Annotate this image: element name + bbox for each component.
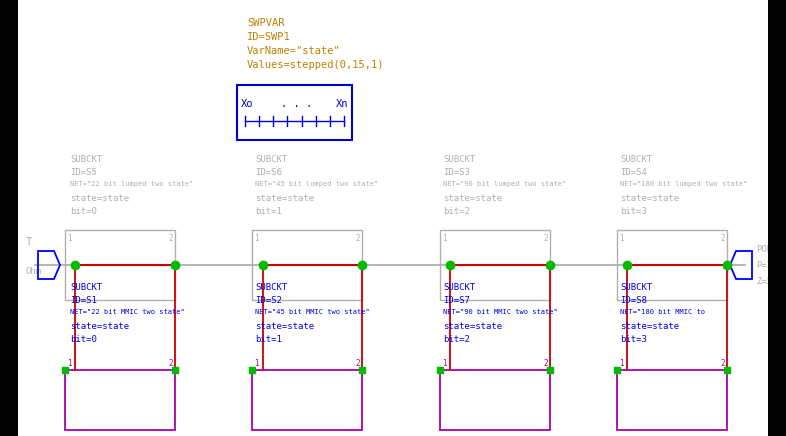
Text: NET="90 bit lumped two state": NET="90 bit lumped two state" xyxy=(443,181,566,187)
Bar xyxy=(768,0,786,436)
Bar xyxy=(237,85,352,140)
Text: 1: 1 xyxy=(254,234,259,243)
Text: bit=1: bit=1 xyxy=(255,335,282,344)
Text: state=state: state=state xyxy=(620,322,679,331)
Text: Xn: Xn xyxy=(336,99,348,109)
Text: NET="180 bit MMIC to: NET="180 bit MMIC to xyxy=(620,309,705,315)
Text: 1: 1 xyxy=(67,234,72,243)
Text: state=state: state=state xyxy=(70,194,129,203)
Text: 2: 2 xyxy=(355,234,360,243)
Text: bit=3: bit=3 xyxy=(620,335,647,344)
Text: SUBCKT: SUBCKT xyxy=(443,155,476,164)
Bar xyxy=(252,230,362,300)
Text: Z=50: Z=50 xyxy=(756,277,777,286)
Bar xyxy=(252,370,362,430)
Text: 1: 1 xyxy=(442,234,446,243)
Text: NET="180 bit lumped two state": NET="180 bit lumped two state" xyxy=(620,181,747,187)
Text: 1: 1 xyxy=(619,359,623,368)
Text: state=state: state=state xyxy=(443,322,502,331)
Text: SUBCKT: SUBCKT xyxy=(255,283,287,292)
Text: 1: 1 xyxy=(254,359,259,368)
Text: 2: 2 xyxy=(168,359,173,368)
Text: 2: 2 xyxy=(543,359,548,368)
Bar xyxy=(617,230,727,300)
Text: ID=SWP1: ID=SWP1 xyxy=(247,32,291,42)
Text: POR: POR xyxy=(756,245,772,254)
Text: bit=2: bit=2 xyxy=(443,335,470,344)
Text: 2: 2 xyxy=(168,234,173,243)
Text: SUBCKT: SUBCKT xyxy=(620,155,652,164)
Text: SUBCKT: SUBCKT xyxy=(70,283,102,292)
Text: Values=stepped(0,15,1): Values=stepped(0,15,1) xyxy=(247,60,384,70)
Text: 1: 1 xyxy=(442,359,446,368)
Text: 2: 2 xyxy=(721,359,725,368)
Text: SWPVAR: SWPVAR xyxy=(247,18,285,28)
Bar xyxy=(65,230,175,300)
Text: NET="45 bit lumped two state": NET="45 bit lumped two state" xyxy=(255,181,378,187)
Text: T: T xyxy=(26,237,32,247)
Text: VarName="state": VarName="state" xyxy=(247,46,341,56)
Text: SUBCKT: SUBCKT xyxy=(70,155,102,164)
Text: bit=3: bit=3 xyxy=(620,207,647,216)
Text: ID=S1: ID=S1 xyxy=(70,296,97,305)
Bar xyxy=(65,370,175,430)
Text: P=2: P=2 xyxy=(756,261,772,270)
Bar xyxy=(0,0,18,436)
Text: ID=S6: ID=S6 xyxy=(255,168,282,177)
Text: 1: 1 xyxy=(67,359,72,368)
Text: state=state: state=state xyxy=(255,322,314,331)
Text: ID=S3: ID=S3 xyxy=(443,168,470,177)
Text: Xo: Xo xyxy=(241,99,254,109)
Text: ID=S2: ID=S2 xyxy=(255,296,282,305)
Text: NET="22 bit MMIC two state": NET="22 bit MMIC two state" xyxy=(70,309,185,315)
Text: state=state: state=state xyxy=(620,194,679,203)
Text: NET="22 bit lumped two state": NET="22 bit lumped two state" xyxy=(70,181,193,187)
Text: 2: 2 xyxy=(543,234,548,243)
Bar xyxy=(617,370,727,430)
Text: state=state: state=state xyxy=(70,322,129,331)
Text: bit=0: bit=0 xyxy=(70,335,97,344)
Text: Ohm: Ohm xyxy=(26,267,42,276)
Text: ID=S8: ID=S8 xyxy=(620,296,647,305)
Text: . . .: . . . xyxy=(281,99,312,109)
Text: SUBCKT: SUBCKT xyxy=(443,283,476,292)
Text: NET="45 bit MMIC two state": NET="45 bit MMIC two state" xyxy=(255,309,369,315)
Bar xyxy=(440,370,550,430)
Text: ID=S4: ID=S4 xyxy=(620,168,647,177)
Text: ID=S5: ID=S5 xyxy=(70,168,97,177)
Text: 1: 1 xyxy=(619,234,623,243)
Bar xyxy=(440,230,550,300)
Text: state=state: state=state xyxy=(255,194,314,203)
Text: ID=S7: ID=S7 xyxy=(443,296,470,305)
Text: 2: 2 xyxy=(721,234,725,243)
Text: bit=0: bit=0 xyxy=(70,207,97,216)
Text: SUBCKT: SUBCKT xyxy=(620,283,652,292)
Text: bit=2: bit=2 xyxy=(443,207,470,216)
Text: state=state: state=state xyxy=(443,194,502,203)
Text: 2: 2 xyxy=(355,359,360,368)
Text: SUBCKT: SUBCKT xyxy=(255,155,287,164)
Text: NET="90 bit MMIC two state": NET="90 bit MMIC two state" xyxy=(443,309,558,315)
Text: bit=1: bit=1 xyxy=(255,207,282,216)
